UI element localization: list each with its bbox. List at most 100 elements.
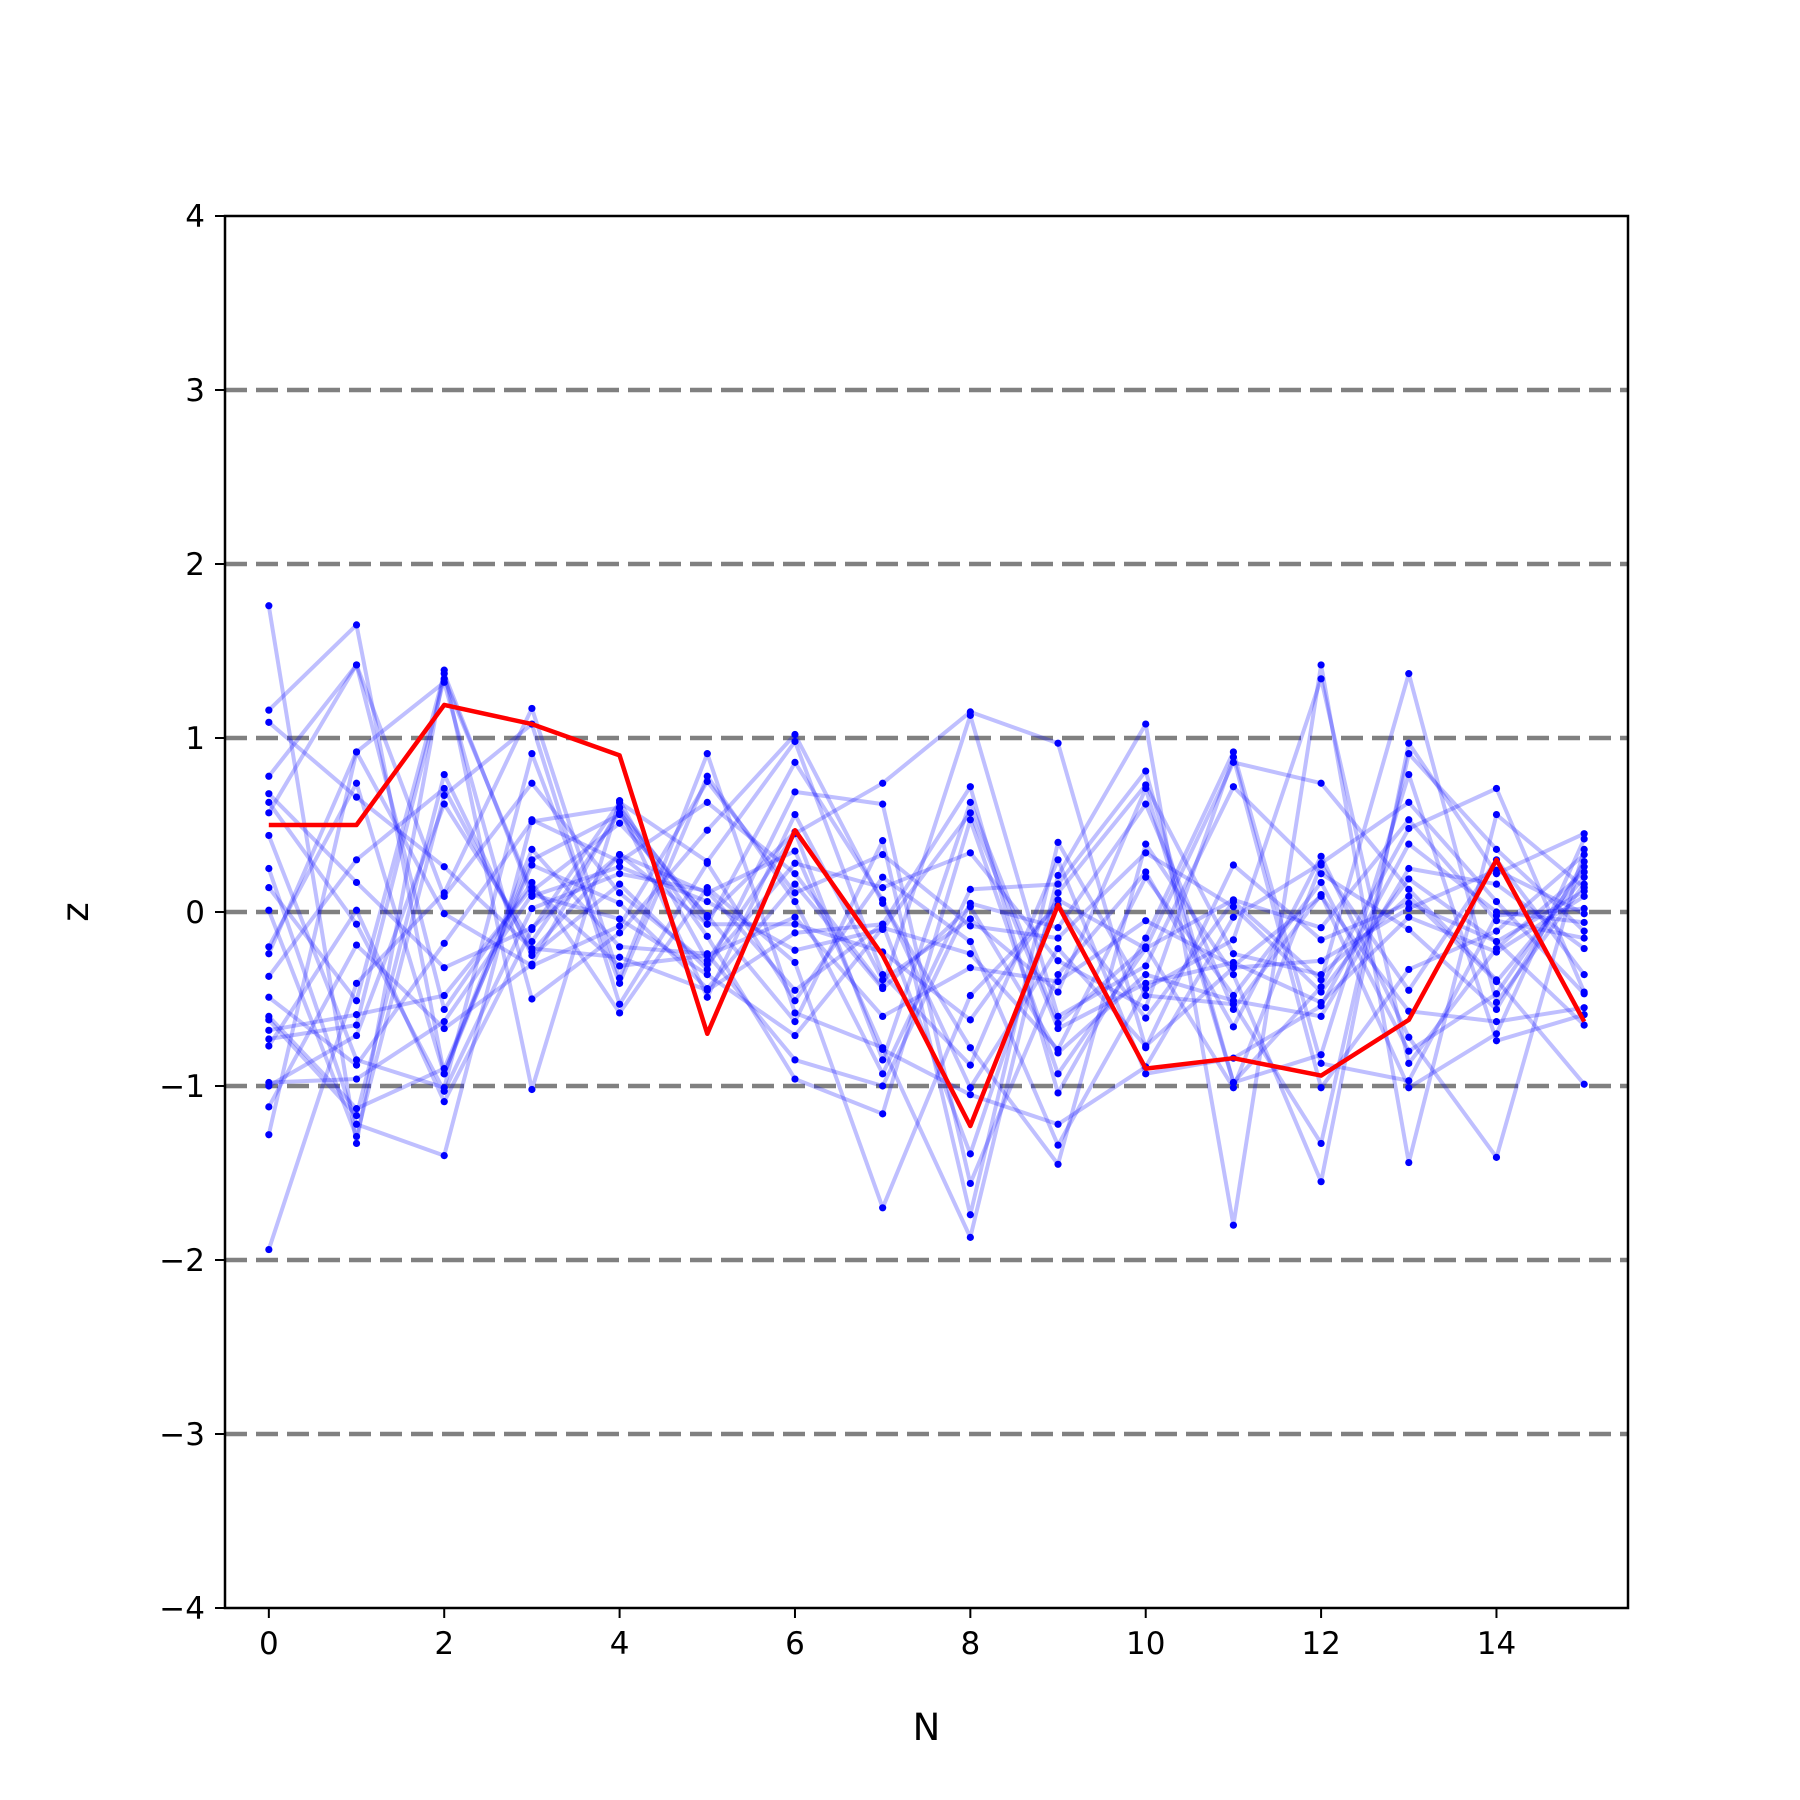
background-series-point xyxy=(1054,944,1062,953)
background-series-point xyxy=(1580,873,1588,881)
background-series-point xyxy=(966,783,974,791)
background-series-point xyxy=(791,788,799,796)
background-series-point xyxy=(1054,957,1062,965)
background-series-point xyxy=(1317,1178,1325,1186)
y-tick-label: 0 xyxy=(185,895,205,931)
background-series-point xyxy=(1492,880,1501,888)
background-series-point xyxy=(352,1139,361,1148)
background-series-point xyxy=(1054,1160,1062,1168)
background-series-point xyxy=(440,1018,448,1026)
background-series-line xyxy=(267,781,1587,1090)
background-series-point xyxy=(703,798,711,806)
background-series-point xyxy=(265,1131,273,1139)
background-series-point xyxy=(879,850,887,859)
background-series-point xyxy=(1142,971,1150,979)
background-series-point xyxy=(1229,1023,1238,1031)
background-series-point xyxy=(1580,830,1588,838)
background-series-point xyxy=(791,859,799,867)
background-series-point xyxy=(1142,800,1150,808)
x-tick-label: 2 xyxy=(434,1626,454,1662)
background-series-point xyxy=(703,887,711,895)
background-series-point xyxy=(1054,1049,1062,1057)
background-series-point xyxy=(440,1070,448,1078)
background-series-point xyxy=(352,1120,361,1128)
background-series-point xyxy=(352,906,361,914)
background-series-point xyxy=(791,946,799,954)
background-series-point xyxy=(966,809,974,817)
background-series-point xyxy=(1229,896,1238,904)
background-series-point xyxy=(703,777,711,786)
background-series-point xyxy=(703,932,711,940)
background-series-point xyxy=(1405,925,1413,934)
background-series-point xyxy=(1142,943,1150,951)
background-series-point xyxy=(1142,984,1150,993)
background-series-point xyxy=(352,856,361,864)
background-series-point xyxy=(1054,889,1062,897)
background-series-point xyxy=(528,750,536,758)
background-series-point xyxy=(440,910,448,918)
background-series-point xyxy=(265,884,273,892)
background-series-point xyxy=(1054,838,1062,847)
background-series-point xyxy=(528,892,536,900)
background-series-point xyxy=(1317,1139,1325,1148)
y-tick-label: 1 xyxy=(185,721,205,757)
background-series-line xyxy=(266,662,1586,1251)
background-series-point xyxy=(352,1011,361,1019)
background-series-point xyxy=(265,706,273,714)
background-series-point xyxy=(1229,861,1238,869)
background-series-point xyxy=(1317,1002,1325,1010)
background-series-point xyxy=(879,884,887,892)
background-series-point xyxy=(265,1245,273,1254)
background-series-line xyxy=(267,805,1585,1068)
background-series-point xyxy=(1229,758,1238,766)
background-series-point xyxy=(1142,849,1150,857)
background-series-point xyxy=(1142,868,1150,876)
background-series-point xyxy=(1580,1021,1588,1029)
background-series-point xyxy=(440,892,448,900)
background-series-point xyxy=(703,951,711,960)
background-series-point xyxy=(265,943,273,951)
background-series-point xyxy=(879,1045,887,1054)
background-series-point xyxy=(703,920,711,928)
background-series-point xyxy=(879,1110,887,1118)
background-series-point xyxy=(1142,840,1150,848)
background-series-point xyxy=(1580,1004,1588,1012)
background-series-point xyxy=(1317,924,1325,932)
background-series-point xyxy=(879,800,887,808)
background-series-point xyxy=(703,960,711,968)
background-series-point xyxy=(528,856,536,864)
background-series-point xyxy=(352,1105,361,1113)
background-series-point xyxy=(1054,1012,1062,1021)
background-series-point xyxy=(615,880,624,888)
background-series-point xyxy=(440,670,448,678)
background-series-point xyxy=(1405,986,1413,994)
background-series-point xyxy=(703,857,711,866)
background-series-point xyxy=(265,1082,273,1090)
background-series-point xyxy=(1580,971,1588,979)
background-series-point xyxy=(352,1132,361,1141)
background-series-line xyxy=(267,720,1585,1095)
background-series-point xyxy=(615,804,624,812)
x-tick-label: 14 xyxy=(1477,1626,1516,1662)
y-tick-label: −2 xyxy=(159,1243,205,1279)
background-series-point xyxy=(1405,875,1413,883)
background-series-point xyxy=(615,889,624,897)
background-series-point xyxy=(1229,1078,1238,1087)
background-series-line xyxy=(267,786,1586,1127)
background-series-line xyxy=(266,749,1586,994)
background-series-point xyxy=(440,784,448,793)
background-series-point xyxy=(1580,934,1588,942)
background-series-point xyxy=(265,1042,273,1050)
background-series-point xyxy=(1492,810,1501,819)
background-series-point xyxy=(528,962,536,970)
background-series-point xyxy=(1229,753,1238,761)
background-series-point xyxy=(1492,927,1501,935)
background-series-point xyxy=(1142,720,1150,728)
background-series-point xyxy=(1054,1141,1062,1149)
background-series-point xyxy=(615,863,624,871)
x-tick-label: 0 xyxy=(259,1626,279,1662)
background-series-point xyxy=(1405,770,1413,779)
background-series-point xyxy=(791,758,799,766)
background-series-point xyxy=(528,995,536,1003)
background-series-point xyxy=(440,1098,448,1106)
